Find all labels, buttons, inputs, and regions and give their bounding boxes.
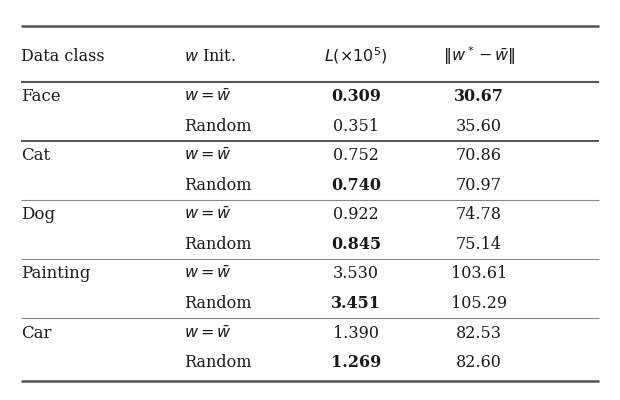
Text: 0.752: 0.752: [333, 147, 379, 164]
Text: 105.29: 105.29: [451, 295, 507, 312]
Text: $\|w^* - \bar{w}\|$: $\|w^* - \bar{w}\|$: [443, 45, 515, 67]
Text: Data class: Data class: [21, 48, 105, 64]
Text: 103.61: 103.61: [451, 266, 507, 282]
Text: $w = \bar{w}$: $w = \bar{w}$: [184, 266, 232, 282]
Text: 3.451: 3.451: [331, 295, 381, 312]
Text: 1.390: 1.390: [333, 325, 379, 342]
Text: 0.922: 0.922: [333, 206, 379, 223]
Text: Dog: Dog: [21, 206, 55, 223]
Text: 70.86: 70.86: [456, 147, 502, 164]
Text: Random: Random: [184, 177, 252, 194]
Text: $w = \bar{w}$: $w = \bar{w}$: [184, 206, 232, 223]
Text: Face: Face: [21, 88, 61, 105]
Text: 82.60: 82.60: [456, 354, 502, 371]
Text: Random: Random: [184, 236, 252, 253]
Text: 74.78: 74.78: [456, 206, 502, 223]
Text: $w = \bar{w}$: $w = \bar{w}$: [184, 147, 232, 164]
Text: 0.845: 0.845: [331, 236, 381, 253]
Text: Random: Random: [184, 295, 252, 312]
Text: 0.351: 0.351: [333, 118, 379, 134]
Text: 30.67: 30.67: [454, 88, 504, 105]
Text: 70.97: 70.97: [456, 177, 502, 194]
Text: 0.309: 0.309: [331, 88, 381, 105]
Text: Car: Car: [21, 325, 51, 342]
Text: 1.269: 1.269: [331, 354, 381, 371]
Text: Random: Random: [184, 354, 252, 371]
Text: 75.14: 75.14: [456, 236, 502, 253]
Text: $w = \bar{w}$: $w = \bar{w}$: [184, 88, 232, 105]
Text: Painting: Painting: [21, 266, 91, 282]
Text: $w$ Init.: $w$ Init.: [184, 48, 236, 64]
Text: Cat: Cat: [21, 147, 50, 164]
Text: 82.53: 82.53: [456, 325, 502, 342]
Text: $L(\times10^5)$: $L(\times10^5)$: [324, 46, 388, 66]
Text: Random: Random: [184, 118, 252, 134]
Text: 3.530: 3.530: [333, 266, 379, 282]
Text: 35.60: 35.60: [456, 118, 502, 134]
Text: 0.740: 0.740: [331, 177, 381, 194]
Text: $w = \bar{w}$: $w = \bar{w}$: [184, 325, 232, 342]
